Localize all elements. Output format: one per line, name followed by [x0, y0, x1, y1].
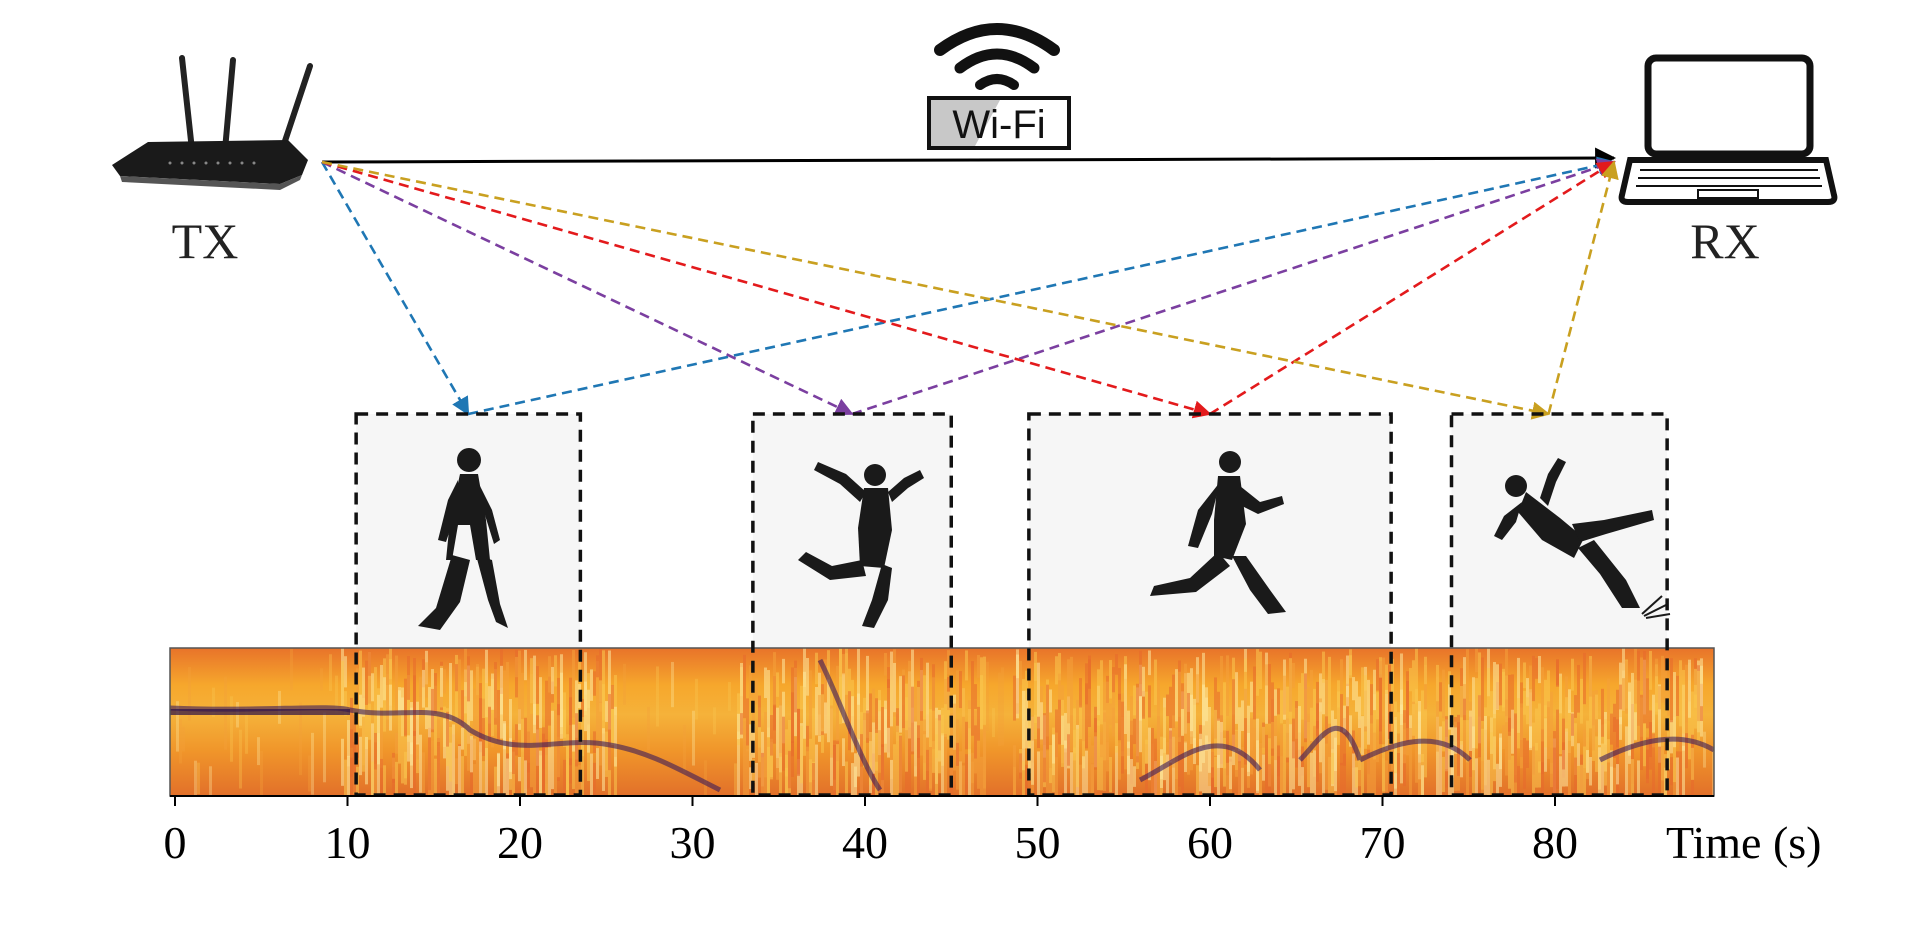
wifi-label: Wi-Fi — [952, 103, 1045, 147]
incident-path-jumping — [321, 160, 854, 416]
incident-path-walking — [320, 161, 470, 416]
wifi-icon — [934, 23, 1060, 90]
x-tick-label-30: 30 — [670, 817, 716, 868]
reflected-path-running — [1209, 160, 1616, 416]
x-axis-label: Time (s) — [1666, 817, 1822, 868]
walking-person-icon — [418, 448, 508, 630]
jumping-person-icon — [798, 462, 924, 628]
laptop-icon — [1618, 54, 1838, 205]
x-tick-label-80: 80 — [1532, 817, 1578, 868]
activity-boxes — [356, 414, 1668, 648]
falling-person-icon — [1494, 458, 1671, 619]
x-tick-label-10: 10 — [325, 817, 371, 868]
x-tick-label-40: 40 — [842, 817, 888, 868]
activity-box-border-jumping — [751, 412, 953, 797]
time-axis: 0 10 20 30 40 50 60 70 80 Time (s) — [164, 795, 1822, 868]
rx-label: RX — [1690, 213, 1759, 269]
activity-box-border-walking — [354, 412, 583, 797]
x-tick-label-50: 50 — [1015, 817, 1061, 868]
incident-path-running — [321, 160, 1212, 419]
running-person-icon — [1150, 451, 1286, 614]
x-tick-label-0: 0 — [164, 817, 187, 868]
incident-path-falling — [321, 160, 1551, 420]
activity-box-jumping — [752, 414, 952, 648]
tx-label: TX — [172, 213, 239, 269]
reflected-path-jumping — [851, 158, 1616, 416]
reflected-path-walking — [467, 156, 1616, 416]
x-tick-label-20: 20 — [497, 817, 543, 868]
reflection-paths — [320, 156, 1619, 420]
x-tick-label-70: 70 — [1360, 817, 1406, 868]
csi-spectrogram — [169, 647, 1715, 797]
direct-path-arrow — [321, 147, 1617, 169]
x-tick-label-60: 60 — [1187, 817, 1233, 868]
activity-figures — [418, 448, 1671, 630]
reflected-path-falling — [1547, 160, 1619, 415]
router-icon — [112, 55, 313, 190]
activity-box-running — [1028, 414, 1392, 648]
wifi-label-box: Wi-Fi — [927, 96, 1071, 150]
